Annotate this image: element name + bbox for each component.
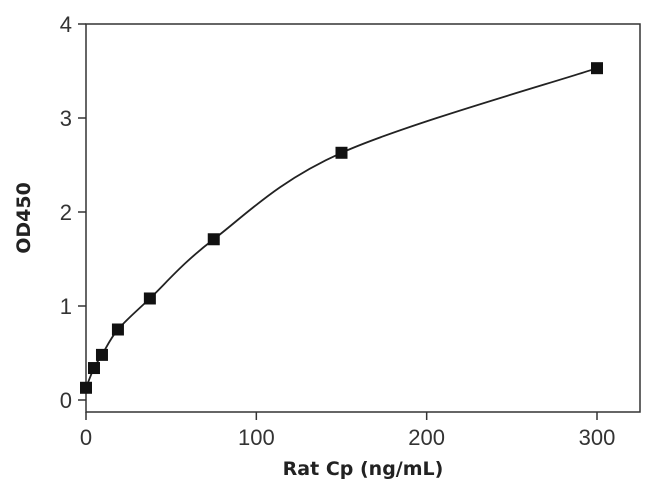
data-point bbox=[95, 348, 108, 361]
x-tick-label: 0 bbox=[80, 425, 92, 450]
data-point bbox=[591, 62, 603, 75]
y-tick-label: 3 bbox=[60, 106, 72, 131]
data-point bbox=[111, 323, 124, 336]
y-tick-label: 0 bbox=[60, 388, 72, 413]
plot-frame bbox=[85, 23, 641, 413]
x-axis-label: Rat Cp (ng/mL) bbox=[283, 458, 444, 480]
fit-curve bbox=[85, 67, 598, 389]
y-tick-label: 1 bbox=[60, 294, 72, 319]
data-point bbox=[143, 292, 156, 305]
y-axis-label: OD450 bbox=[13, 182, 35, 254]
data-point bbox=[207, 233, 220, 246]
y-tick-label: 4 bbox=[60, 12, 72, 37]
data-point bbox=[87, 362, 100, 375]
y-tick-label: 2 bbox=[60, 200, 72, 225]
data-point bbox=[335, 146, 348, 159]
x-tick-label: 200 bbox=[408, 425, 445, 450]
data-point bbox=[80, 381, 92, 394]
x-tick-label: 300 bbox=[579, 425, 616, 450]
x-tick-label: 100 bbox=[238, 425, 275, 450]
